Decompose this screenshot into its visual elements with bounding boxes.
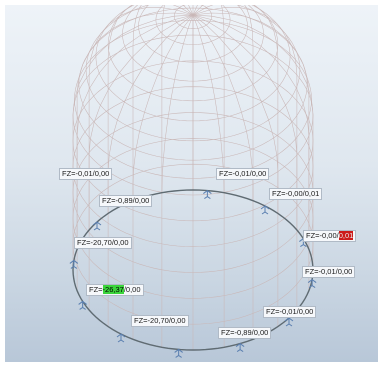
wire-meridian xyxy=(161,5,194,193)
wire-meridian xyxy=(76,12,194,250)
wire-ring xyxy=(78,7,308,161)
reaction-label[interactable]: FZ=-0,00/0,01 xyxy=(269,188,323,200)
wire-ring xyxy=(72,86,314,247)
reaction-label[interactable]: FZ=-0,01/0,00 xyxy=(216,168,270,180)
reaction-label[interactable]: FZ=-0,89/0,00 xyxy=(218,327,272,339)
wire-ring xyxy=(107,5,279,102)
support-icon xyxy=(78,300,87,310)
support-icon xyxy=(116,333,126,343)
support-icon xyxy=(260,205,270,215)
support-icon xyxy=(203,189,212,199)
wire-ring xyxy=(138,5,248,63)
highlighted-value: 0,01 xyxy=(338,231,354,240)
wire-meridian xyxy=(88,14,194,310)
wire-ring xyxy=(72,34,314,196)
wire-meridian xyxy=(192,14,298,310)
reaction-label[interactable]: FZ=-0,01/0,00 xyxy=(59,168,113,180)
wire-meridian xyxy=(192,5,279,214)
wire-meridian xyxy=(107,5,194,214)
3d-model-viewport[interactable]: FZ=-0,01/0,00 FZ=-0,01/0,00 FZ=-0,89/0,0… xyxy=(5,5,378,362)
reaction-label[interactable]: FZ=-26,37/0,00 xyxy=(86,284,144,296)
wire-meridian xyxy=(192,12,310,250)
reaction-label[interactable]: FZ=-0,00/0,01 xyxy=(303,230,357,242)
support-icon xyxy=(69,259,79,269)
support-icon xyxy=(307,278,317,288)
wire-ring xyxy=(74,20,312,179)
wire-ring xyxy=(122,5,264,82)
support-icon xyxy=(235,342,245,352)
dome-wireframe xyxy=(69,5,317,358)
wire-ring xyxy=(155,5,231,45)
support-icon xyxy=(284,317,294,327)
wire-meridian xyxy=(107,14,194,327)
wire-meridian xyxy=(76,14,194,291)
wire-ring xyxy=(95,5,291,122)
wire-meridian xyxy=(192,14,310,291)
base-ring xyxy=(72,189,314,351)
wire-ring xyxy=(85,5,301,142)
reaction-label[interactable]: FZ=-20,70/0,00 xyxy=(74,237,132,249)
support-icon xyxy=(92,221,102,231)
reaction-label[interactable]: FZ=-0,89/0,00 xyxy=(99,195,153,207)
reaction-label[interactable]: FZ=-0,01/0,00 xyxy=(263,306,317,318)
wire-ring xyxy=(173,5,213,29)
wire-meridian xyxy=(192,5,225,193)
reaction-label[interactable]: FZ=-20,70/0,00 xyxy=(131,315,189,327)
wire-ring xyxy=(72,60,314,222)
support-icon xyxy=(174,348,183,358)
highlighted-value: -26,37 xyxy=(102,285,124,294)
wire-ring xyxy=(72,112,314,273)
reaction-label[interactable]: FZ=-0,01/0,00 xyxy=(302,266,356,278)
